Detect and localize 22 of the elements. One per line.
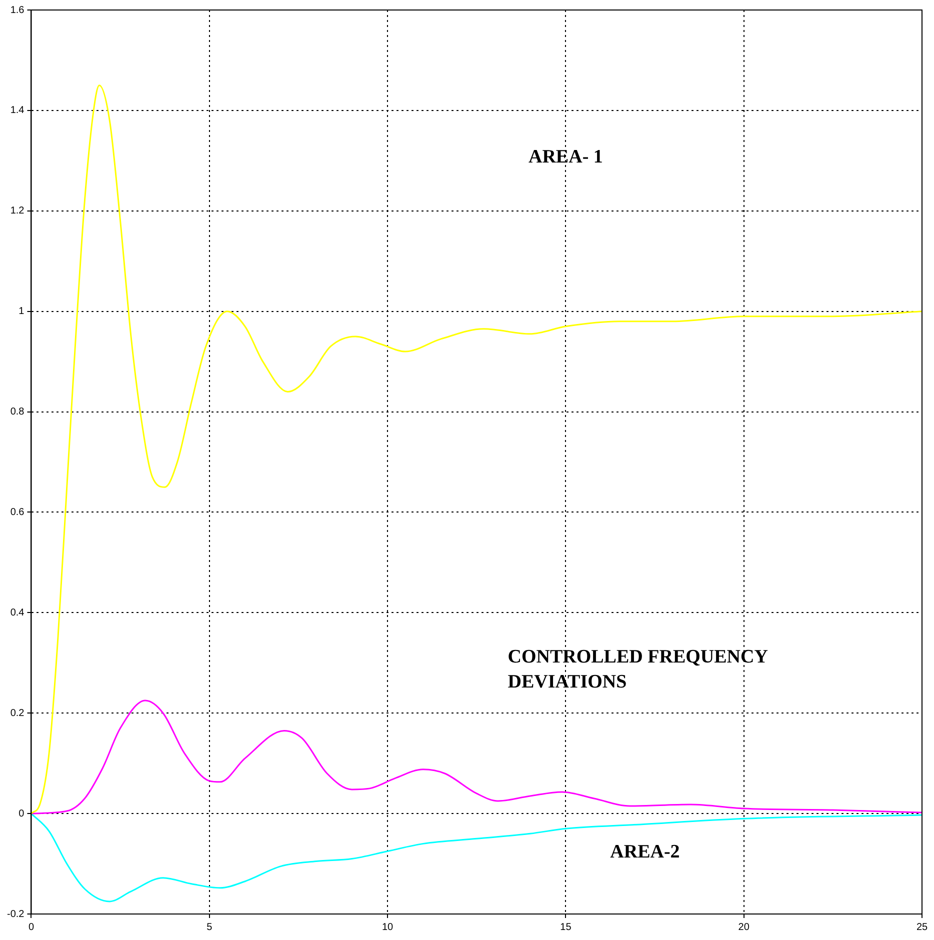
x-tick-label: 0 xyxy=(28,922,34,933)
line-series xyxy=(31,700,922,814)
y-tick-label: 1.4 xyxy=(10,105,25,116)
y-tick-label: 0.4 xyxy=(10,607,25,618)
annotation: CONTROLLED FREQUENCY DEVIATIONS xyxy=(508,646,768,692)
y-tick-label: 0 xyxy=(18,808,25,820)
x-tick-label: 15 xyxy=(560,922,572,933)
y-tick-label: 1.6 xyxy=(10,4,25,16)
y-tick-label: -0.2 xyxy=(6,908,25,920)
y-tick-label: 1 xyxy=(18,306,25,318)
annotation: AREA- 1 xyxy=(528,146,603,168)
y-tick-label: 0.2 xyxy=(10,708,25,719)
x-tick-label: 5 xyxy=(206,922,213,933)
line-series xyxy=(31,812,922,902)
x-tick-label: 25 xyxy=(916,922,928,933)
y-tick-label: 0.6 xyxy=(10,506,25,518)
line-series xyxy=(31,84,922,814)
x-tick-label: 20 xyxy=(738,922,750,933)
y-tick-label: 0.8 xyxy=(10,406,25,418)
annotation: AREA-2 xyxy=(610,841,680,862)
y-tick-label: 1.2 xyxy=(10,206,25,217)
x-tick-label: 10 xyxy=(382,922,394,933)
